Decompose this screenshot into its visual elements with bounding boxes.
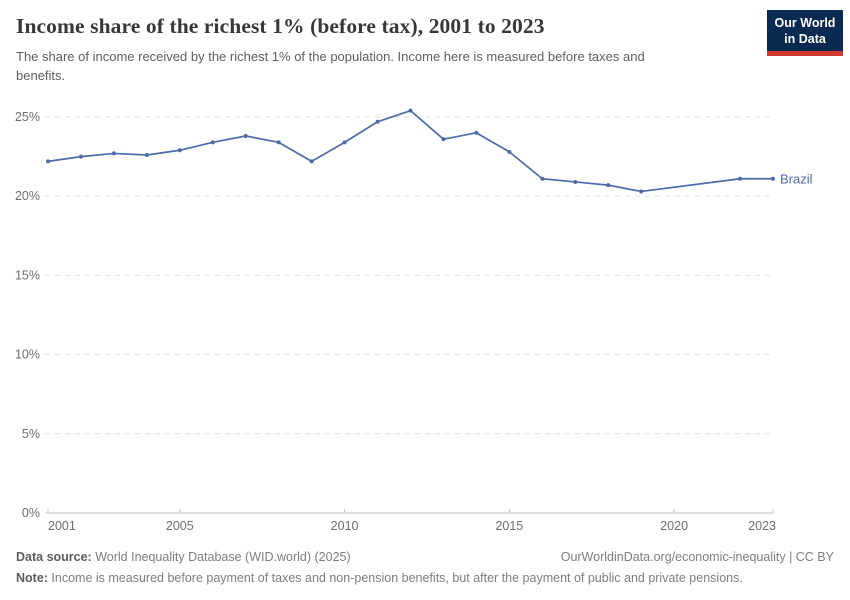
- data-point-marker: [243, 134, 248, 139]
- data-point-marker: [276, 140, 281, 145]
- y-axis-tick-label: 0%: [22, 506, 40, 520]
- data-point-marker: [210, 140, 215, 145]
- data-point-marker: [408, 108, 413, 113]
- page-title: Income share of the richest 1% (before t…: [16, 14, 545, 38]
- data-point-marker: [46, 159, 50, 164]
- chart-subtitle: The share of income received by the rich…: [16, 49, 645, 83]
- owid-logo: Our World in Data: [767, 10, 843, 56]
- data-source-value: World Inequality Database (WID.world) (2…: [91, 549, 351, 564]
- data-point-marker: [375, 119, 380, 124]
- x-axis-tick-label: 2001: [48, 519, 76, 533]
- data-point-marker: [738, 176, 743, 181]
- data-point-marker: [441, 137, 446, 142]
- data-point-marker: [177, 148, 182, 153]
- y-axis-tick-label: 10%: [15, 348, 40, 362]
- note-value: Income is measured before payment of tax…: [47, 571, 743, 586]
- x-axis-tick-label: 2005: [166, 519, 194, 533]
- y-axis-tick-label: 20%: [15, 189, 40, 203]
- chart-footer: Data source: World Inequality Database (…: [16, 548, 834, 589]
- data-point-marker: [474, 130, 479, 135]
- data-point-marker: [507, 149, 512, 154]
- data-line: [47, 109, 774, 193]
- x-axis-tick-label: 2010: [331, 519, 359, 533]
- owid-logo-line1: Our World: [774, 16, 836, 30]
- data-point-marker: [540, 176, 545, 181]
- data-point-marker: [144, 153, 149, 158]
- attribution-link[interactable]: OurWorldinData.org/economic-inequality |…: [560, 549, 834, 564]
- data-point-marker: [573, 179, 578, 184]
- y-axis-tick-label: 5%: [22, 427, 40, 441]
- x-axis-tick-label: 2020: [660, 519, 688, 533]
- data-point-marker: [771, 176, 775, 181]
- y-axis-tick-label: 15%: [15, 268, 40, 282]
- y-axis-tick-label: 25%: [15, 110, 40, 124]
- x-axis-tick-label: 2015: [495, 519, 523, 533]
- data-point-marker: [111, 151, 116, 156]
- data-source-text: Data source: World Inequality Database (…: [16, 548, 351, 567]
- series-end-label: Brazil: [780, 171, 813, 186]
- note-text: Note: Income is measured before payment …: [16, 569, 834, 588]
- data-source-label: Data source:: [16, 549, 92, 564]
- note-label: Note:: [16, 571, 48, 586]
- x-axis-tick-label: 2023: [748, 519, 776, 533]
- data-point-marker: [639, 189, 644, 194]
- chart-header: Income share of the richest 1% (before t…: [16, 12, 760, 86]
- owid-logo-line2: in Data: [784, 32, 826, 47]
- data-point-marker: [342, 140, 347, 145]
- data-point-marker: [606, 183, 611, 188]
- data-point-marker: [309, 159, 314, 164]
- data-point-marker: [78, 154, 83, 159]
